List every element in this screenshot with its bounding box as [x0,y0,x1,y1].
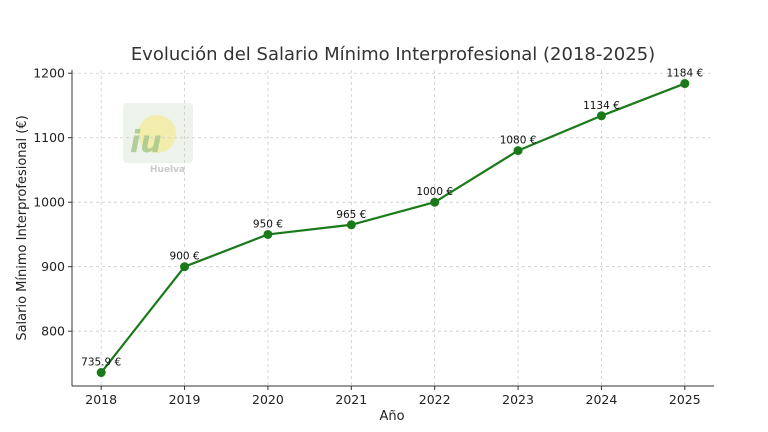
watermark-logo: iu Huelva [123,103,193,175]
watermark-sun-icon [138,115,176,153]
data-labels: 735.9 € 900 € 950 € 965 € 1000 € 1080 € 1134 €… [81,68,703,369]
data-label: 1184 € [666,68,703,80]
x-tick-label: 2024 [586,392,618,407]
data-label: 950 € [253,218,283,230]
x-tick-label: 2025 [669,392,701,407]
x-tick-label: 2021 [335,392,367,407]
x-tick-label: 2022 [419,392,451,407]
y-tick-label: 1200 [33,66,65,81]
chart-axes [71,70,714,387]
x-axis-label: Año [379,409,404,424]
data-point [513,146,523,156]
watermark-logo-text: iu [130,125,162,160]
x-tick-label: 2023 [502,392,534,407]
y-axis-ticks: 800 900 1000 1100 1200 [33,66,72,339]
y-tick-label: 800 [41,324,65,339]
data-point [430,197,440,207]
data-point [180,262,190,272]
data-point [680,79,690,89]
y-tick-label: 1100 [33,130,65,145]
x-tick-label: 2018 [85,392,117,407]
x-tick-label: 2019 [169,392,201,407]
x-tick-label: 2020 [252,392,284,407]
data-point [263,229,273,239]
y-tick-label: 900 [41,259,65,274]
chart-title: Evolución del Salario Mínimo Interprofes… [131,44,655,65]
data-label: 1134 € [583,100,620,112]
data-point [96,368,106,378]
data-series [96,79,690,378]
data-label: 965 € [336,209,366,221]
data-point [346,220,356,230]
watermark-subtext: Huelva [150,165,185,175]
data-label: 900 € [170,251,200,263]
data-point [596,111,606,121]
x-axis-ticks: 2018 2019 2020 2021 2022 2023 2024 2025 [85,386,701,407]
y-tick-label: 1000 [33,195,65,210]
data-label: 735.9 € [81,357,121,369]
data-label: 1080 € [500,135,537,147]
y-axis-label: Salario Mínimo Interprofesional (€) [15,115,30,340]
data-label: 1000 € [416,186,453,198]
series-line [100,82,686,374]
